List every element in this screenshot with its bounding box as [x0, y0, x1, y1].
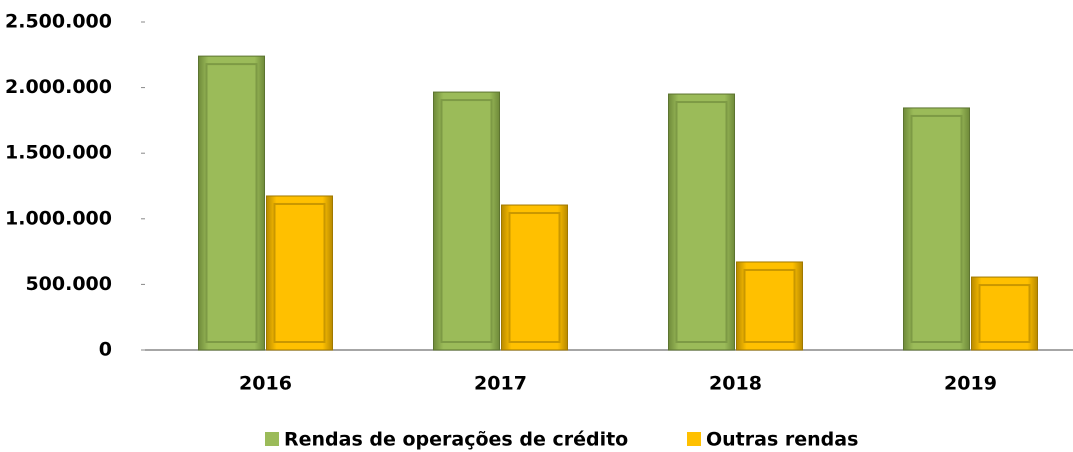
bar-bevel: [743, 268, 796, 344]
legend-swatch: [687, 432, 701, 446]
bar-bevel: [508, 212, 561, 343]
bar-bevel: [978, 284, 1031, 343]
legend-swatch: [265, 432, 279, 446]
bar-bevel: [273, 202, 326, 343]
x-tick-label: 2017: [474, 373, 527, 395]
y-tick-label: 500.000: [25, 273, 112, 295]
legend-label: Rendas de operações de crédito: [284, 429, 628, 451]
x-tick-label: 2018: [709, 373, 762, 395]
y-tick-label: 1.000.000: [5, 207, 112, 229]
bar-bevel: [440, 99, 493, 343]
bar-bevel: [675, 101, 728, 344]
x-tick-label: 2016: [239, 373, 292, 395]
x-tick-label: 2019: [944, 373, 997, 395]
legend-label: Outras rendas: [706, 429, 858, 451]
bar-bevel: [205, 63, 258, 343]
y-tick-label: 0: [99, 339, 112, 361]
y-tick-label: 2.000.000: [5, 76, 112, 98]
y-tick-label: 2.500.000: [5, 11, 112, 33]
y-tick-label: 1.500.000: [5, 142, 112, 164]
bar-bevel: [910, 114, 963, 343]
